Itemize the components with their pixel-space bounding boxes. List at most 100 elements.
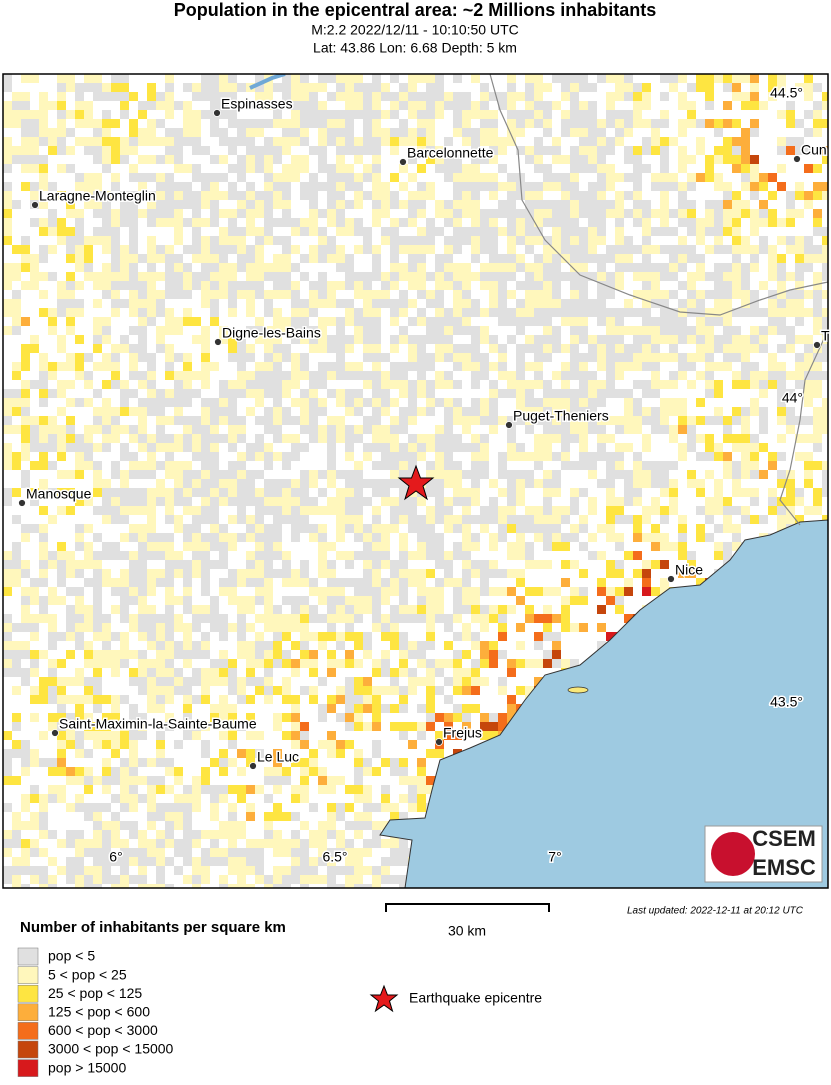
pop-cell	[174, 155, 183, 164]
pop-cell	[453, 605, 462, 614]
pop-cell	[264, 605, 273, 614]
pop-cell	[201, 398, 210, 407]
pop-cell	[228, 146, 237, 155]
pop-cell	[192, 254, 201, 263]
pop-cell	[507, 506, 516, 515]
pop-cell	[435, 668, 444, 677]
pop-cell	[12, 362, 21, 371]
pop-cell	[354, 326, 363, 335]
pop-cell	[588, 146, 597, 155]
pop-cell	[66, 254, 75, 263]
pop-cell	[399, 362, 408, 371]
pop-cell	[408, 461, 417, 470]
pop-cell	[39, 821, 48, 830]
pop-cell	[75, 749, 84, 758]
pop-cell	[255, 191, 264, 200]
pop-cell	[480, 659, 489, 668]
pop-cell	[561, 119, 570, 128]
pop-cell	[318, 596, 327, 605]
pop-cell	[570, 182, 579, 191]
pop-cell	[273, 362, 282, 371]
pop-cell	[318, 533, 327, 542]
pop-cell	[363, 533, 372, 542]
pop-cell	[192, 137, 201, 146]
pop-cell	[237, 533, 246, 542]
pop-cell	[372, 371, 381, 380]
pop-cell	[12, 272, 21, 281]
pop-cell	[588, 506, 597, 515]
pop-cell	[327, 470, 336, 479]
pop-cell	[408, 245, 417, 254]
pop-cell	[75, 677, 84, 686]
pop-cell	[732, 137, 741, 146]
pop-cell	[354, 155, 363, 164]
pop-cell	[156, 857, 165, 866]
pop-cell	[570, 92, 579, 101]
pop-cell	[273, 335, 282, 344]
pop-cell	[93, 704, 102, 713]
pop-cell	[390, 236, 399, 245]
pop-cell	[156, 749, 165, 758]
pop-cell	[399, 326, 408, 335]
pop-cell	[435, 398, 444, 407]
pop-cell	[543, 614, 552, 623]
pop-cell	[408, 317, 417, 326]
pop-cell	[228, 686, 237, 695]
pop-cell	[237, 614, 246, 623]
pop-cell	[201, 740, 210, 749]
pop-cell	[21, 623, 30, 632]
pop-cell	[201, 488, 210, 497]
pop-cell	[111, 407, 120, 416]
pop-cell	[633, 335, 642, 344]
pop-cell	[570, 254, 579, 263]
pop-cell	[345, 344, 354, 353]
pop-cell	[444, 236, 453, 245]
pop-cell	[507, 218, 516, 227]
pop-cell	[138, 578, 147, 587]
pop-cell	[714, 551, 723, 560]
pop-cell	[210, 272, 219, 281]
pop-cell	[318, 290, 327, 299]
pop-cell	[723, 326, 732, 335]
pop-cell	[471, 218, 480, 227]
pop-cell	[408, 407, 417, 416]
pop-cell	[165, 326, 174, 335]
pop-cell	[453, 164, 462, 173]
pop-cell	[183, 875, 192, 884]
pop-cell	[597, 272, 606, 281]
pop-cell	[102, 497, 111, 506]
pop-cell	[12, 326, 21, 335]
pop-cell	[273, 722, 282, 731]
pop-cell	[39, 560, 48, 569]
pop-cell	[570, 227, 579, 236]
pop-cell	[12, 812, 21, 821]
pop-cell	[462, 677, 471, 686]
pop-cell	[102, 758, 111, 767]
pop-cell	[120, 758, 129, 767]
pop-cell	[363, 695, 372, 704]
pop-cell	[129, 218, 138, 227]
pop-cell	[426, 461, 435, 470]
pop-cell	[516, 452, 525, 461]
pop-cell	[723, 290, 732, 299]
pop-cell	[147, 461, 156, 470]
pop-cell	[552, 245, 561, 254]
pop-cell	[183, 560, 192, 569]
pop-cell	[444, 281, 453, 290]
pop-cell	[75, 299, 84, 308]
pop-cell	[273, 632, 282, 641]
pop-cell	[120, 776, 129, 785]
pop-cell	[246, 812, 255, 821]
pop-cell	[552, 389, 561, 398]
pop-cell	[147, 857, 156, 866]
pop-cell	[624, 173, 633, 182]
pop-cell	[561, 614, 570, 623]
pop-cell	[390, 848, 399, 857]
pop-cell	[561, 236, 570, 245]
pop-cell	[147, 137, 156, 146]
pop-cell	[165, 272, 174, 281]
pop-cell	[309, 245, 318, 254]
pop-cell	[480, 272, 489, 281]
pop-cell	[21, 281, 30, 290]
pop-cell	[480, 155, 489, 164]
